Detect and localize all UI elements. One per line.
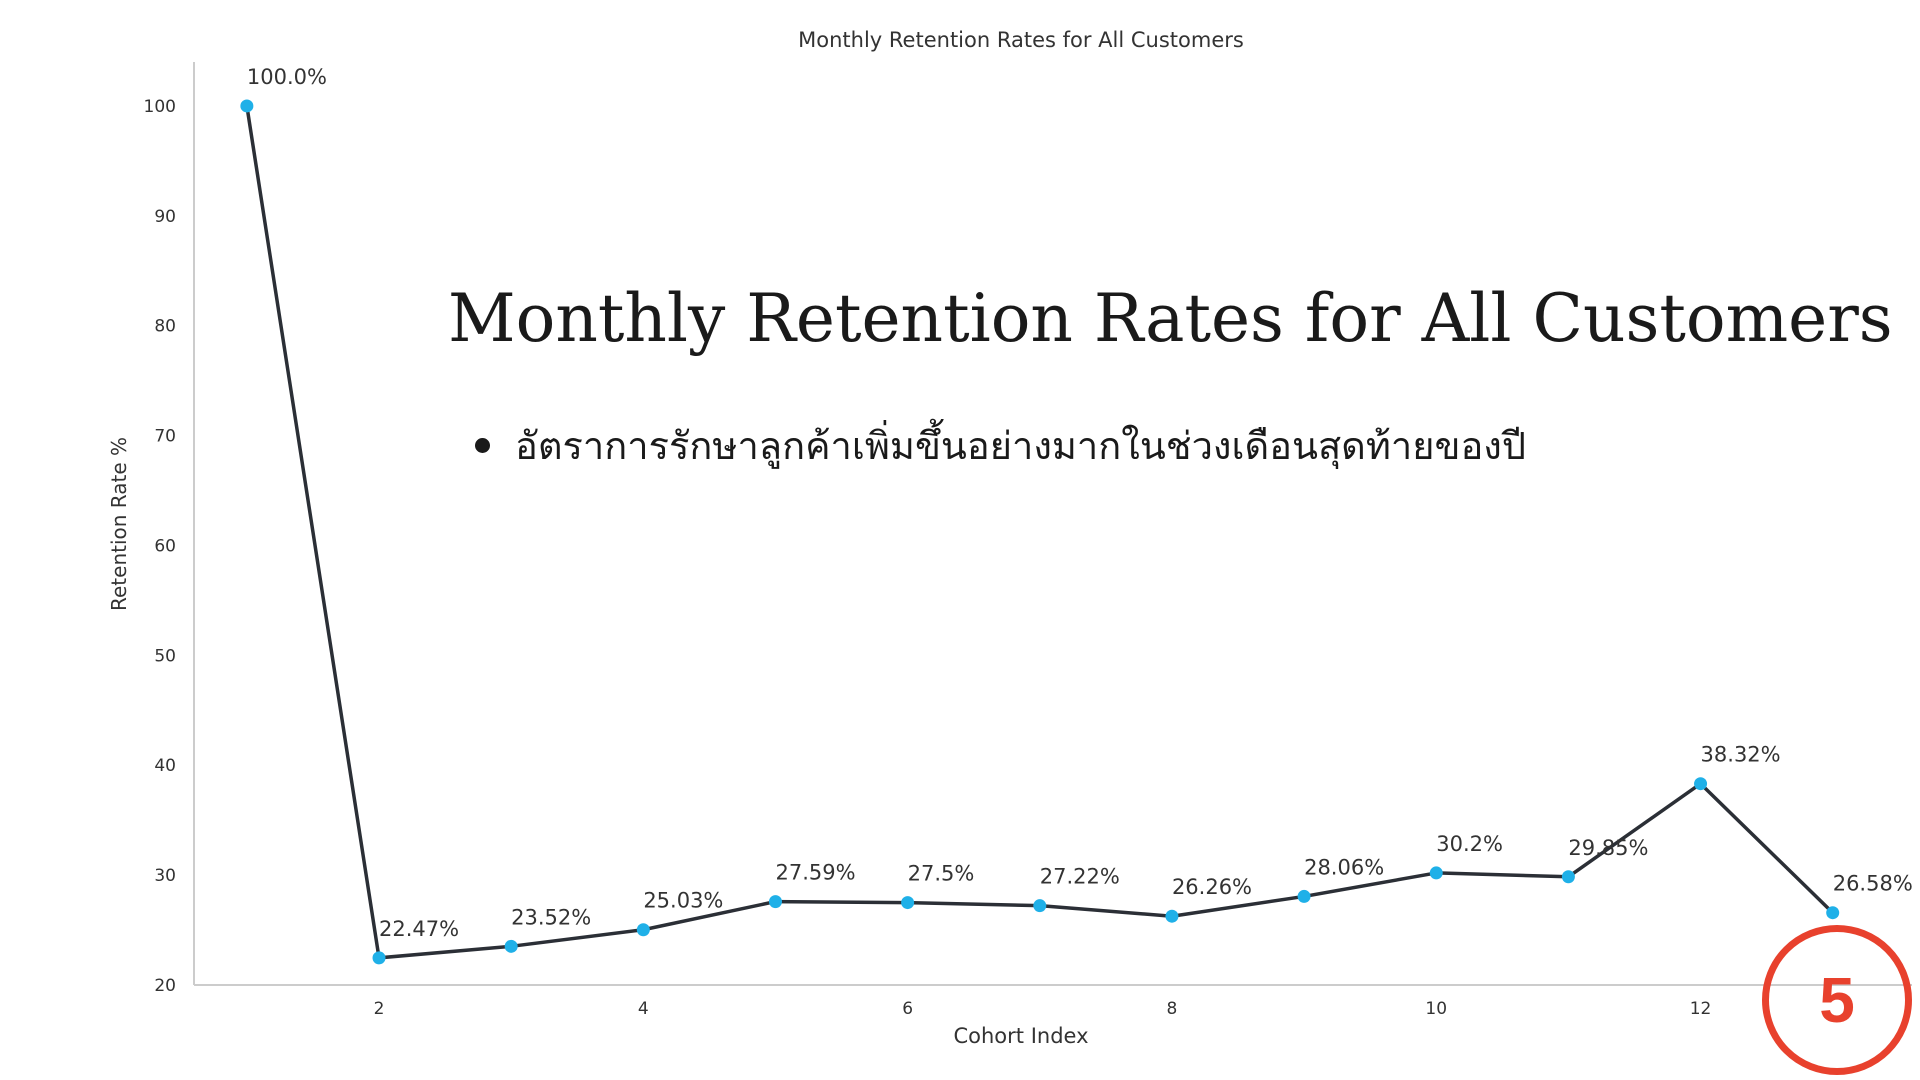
bullet-point: อัตราการรักษาลูกค้าเพิ่มขึ้นอย่างมากในช่… (475, 415, 1526, 476)
x-axis-label: Cohort Index (953, 1024, 1088, 1048)
data-point (240, 99, 254, 113)
data-label: 28.06% (1304, 855, 1384, 879)
x-tick-label: 12 (1690, 999, 1712, 1019)
bullet-text: อัตราการรักษาลูกค้าเพิ่มขึ้นอย่างมากในช่… (515, 424, 1526, 468)
data-label: 25.03% (643, 889, 723, 913)
data-label: 23.52% (511, 905, 591, 929)
data-label: 27.22% (1040, 865, 1120, 889)
data-point (372, 951, 386, 965)
data-label: 38.32% (1701, 743, 1781, 767)
y-tick-label: 60 (154, 536, 176, 556)
data-point (768, 895, 782, 909)
data-point (1297, 889, 1311, 903)
data-labels: 100.0% 22.47% 23.52% 25.03% 27.59% 27.5% 27.22… (247, 65, 1913, 941)
x-tick-label: 2 (374, 999, 385, 1019)
data-point (1826, 906, 1840, 920)
data-label: 26.58% (1833, 872, 1913, 896)
chart-title: Monthly Retention Rates for All Customer… (798, 28, 1244, 52)
x-tick-label: 10 (1425, 999, 1447, 1019)
data-label: 30.2% (1436, 832, 1503, 856)
data-point (636, 923, 650, 937)
data-point (1694, 777, 1708, 791)
data-point (1033, 899, 1047, 913)
data-point (1165, 909, 1179, 923)
data-point (1429, 866, 1443, 880)
data-label: 100.0% (247, 65, 327, 89)
bullet-dot-icon (475, 438, 490, 453)
x-tick-label: 8 (1167, 999, 1178, 1019)
retention-series-line (245, 105, 1834, 960)
data-label: 27.5% (908, 862, 975, 886)
page-number-badge: 5 (1762, 925, 1912, 1075)
data-point (1561, 870, 1575, 884)
data-label: 22.47% (379, 917, 459, 941)
x-tick-labels: 2 4 6 8 10 12 (374, 999, 1712, 1019)
x-tick-label: 6 (902, 999, 913, 1019)
y-tick-label: 40 (154, 756, 176, 776)
y-tick-label: 80 (154, 317, 176, 337)
page-number: 5 (1819, 964, 1855, 1036)
y-axis-label: Retention Rate % (107, 437, 131, 611)
data-point (901, 896, 915, 910)
y-tick-label: 70 (154, 427, 176, 447)
data-label: 27.59% (775, 861, 855, 885)
y-tick-label: 100 (144, 97, 176, 117)
y-tick-label: 30 (154, 866, 176, 886)
data-point (504, 939, 518, 953)
data-points (240, 99, 1840, 965)
y-tick-label: 50 (154, 646, 176, 666)
data-label: 29.85% (1568, 836, 1648, 860)
slide-title: Monthly Retention Rates for All Customer… (448, 280, 1893, 357)
y-tick-label: 20 (154, 976, 176, 996)
y-tick-labels: 20 30 40 50 60 70 80 90 100 (144, 97, 176, 996)
y-tick-label: 90 (154, 207, 176, 227)
x-tick-label: 4 (638, 999, 649, 1019)
data-label: 26.26% (1172, 875, 1252, 899)
